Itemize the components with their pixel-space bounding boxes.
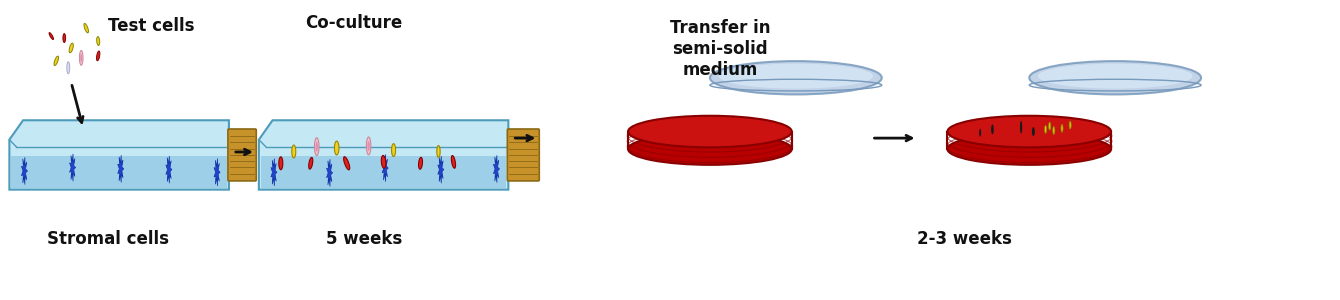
Ellipse shape bbox=[452, 155, 456, 168]
Ellipse shape bbox=[947, 116, 1111, 147]
Ellipse shape bbox=[96, 37, 99, 46]
Ellipse shape bbox=[634, 118, 785, 145]
Ellipse shape bbox=[366, 137, 371, 155]
Ellipse shape bbox=[1045, 125, 1047, 133]
Ellipse shape bbox=[315, 142, 318, 152]
Ellipse shape bbox=[1029, 61, 1201, 94]
Polygon shape bbox=[271, 159, 277, 186]
Polygon shape bbox=[438, 156, 444, 183]
Ellipse shape bbox=[628, 133, 792, 165]
Ellipse shape bbox=[1069, 121, 1071, 129]
Ellipse shape bbox=[1053, 127, 1055, 134]
Ellipse shape bbox=[382, 155, 386, 168]
Polygon shape bbox=[493, 155, 500, 183]
Ellipse shape bbox=[63, 34, 66, 43]
Ellipse shape bbox=[1020, 121, 1022, 134]
FancyBboxPatch shape bbox=[508, 129, 539, 181]
Text: Transfer in
semi-solid
medium: Transfer in semi-solid medium bbox=[670, 19, 770, 79]
Polygon shape bbox=[327, 159, 332, 187]
Text: Co-culture: Co-culture bbox=[306, 14, 402, 32]
Polygon shape bbox=[11, 156, 226, 188]
Ellipse shape bbox=[367, 141, 370, 151]
Ellipse shape bbox=[1038, 64, 1193, 88]
Ellipse shape bbox=[391, 144, 395, 157]
Text: 5 weeks: 5 weeks bbox=[326, 230, 402, 248]
Polygon shape bbox=[21, 157, 27, 184]
Ellipse shape bbox=[710, 61, 882, 94]
Text: Stromal cells: Stromal cells bbox=[47, 230, 169, 248]
Ellipse shape bbox=[96, 51, 100, 61]
Ellipse shape bbox=[628, 116, 792, 147]
Polygon shape bbox=[382, 154, 389, 182]
Text: 2-3 weeks: 2-3 weeks bbox=[917, 230, 1012, 248]
Ellipse shape bbox=[80, 54, 82, 62]
Ellipse shape bbox=[67, 62, 70, 74]
Ellipse shape bbox=[718, 64, 874, 88]
Ellipse shape bbox=[50, 33, 54, 40]
Ellipse shape bbox=[418, 158, 422, 169]
Ellipse shape bbox=[279, 157, 283, 170]
Text: Test cells: Test cells bbox=[109, 17, 194, 35]
Polygon shape bbox=[9, 120, 229, 190]
Polygon shape bbox=[261, 156, 507, 188]
Ellipse shape bbox=[1032, 127, 1034, 136]
Ellipse shape bbox=[954, 118, 1106, 145]
Ellipse shape bbox=[335, 141, 339, 155]
Ellipse shape bbox=[947, 133, 1111, 165]
Ellipse shape bbox=[315, 138, 319, 155]
Ellipse shape bbox=[343, 157, 350, 170]
Polygon shape bbox=[214, 159, 220, 186]
Ellipse shape bbox=[308, 158, 312, 169]
Ellipse shape bbox=[992, 124, 994, 134]
Ellipse shape bbox=[980, 129, 981, 136]
Polygon shape bbox=[259, 120, 508, 190]
Ellipse shape bbox=[84, 23, 88, 33]
Ellipse shape bbox=[70, 43, 74, 53]
Polygon shape bbox=[166, 156, 172, 183]
Ellipse shape bbox=[292, 145, 296, 158]
Ellipse shape bbox=[1061, 124, 1063, 132]
Polygon shape bbox=[118, 155, 123, 182]
Polygon shape bbox=[70, 154, 75, 181]
Ellipse shape bbox=[1049, 122, 1051, 130]
Ellipse shape bbox=[437, 146, 440, 158]
Ellipse shape bbox=[79, 50, 83, 65]
Ellipse shape bbox=[54, 56, 59, 65]
FancyBboxPatch shape bbox=[228, 129, 256, 181]
